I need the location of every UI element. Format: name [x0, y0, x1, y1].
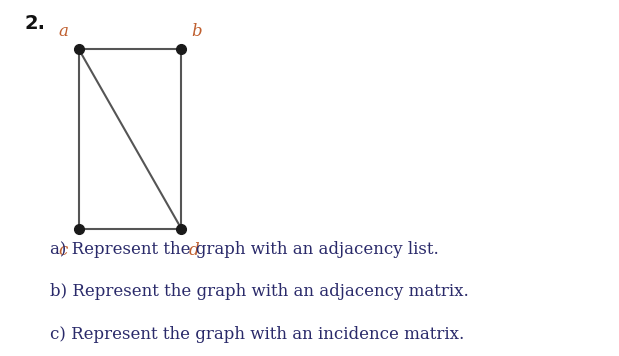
Text: d: d [189, 242, 199, 258]
Text: a) Represent the graph with an adjacency list.: a) Represent the graph with an adjacency… [50, 241, 438, 258]
Text: b: b [191, 23, 202, 40]
Text: c: c [59, 242, 68, 258]
Text: a: a [58, 23, 68, 40]
Text: b) Represent the graph with an adjacency matrix.: b) Represent the graph with an adjacency… [50, 283, 468, 300]
Text: 2.: 2. [25, 14, 46, 33]
Text: c) Represent the graph with an incidence matrix.: c) Represent the graph with an incidence… [50, 326, 464, 343]
